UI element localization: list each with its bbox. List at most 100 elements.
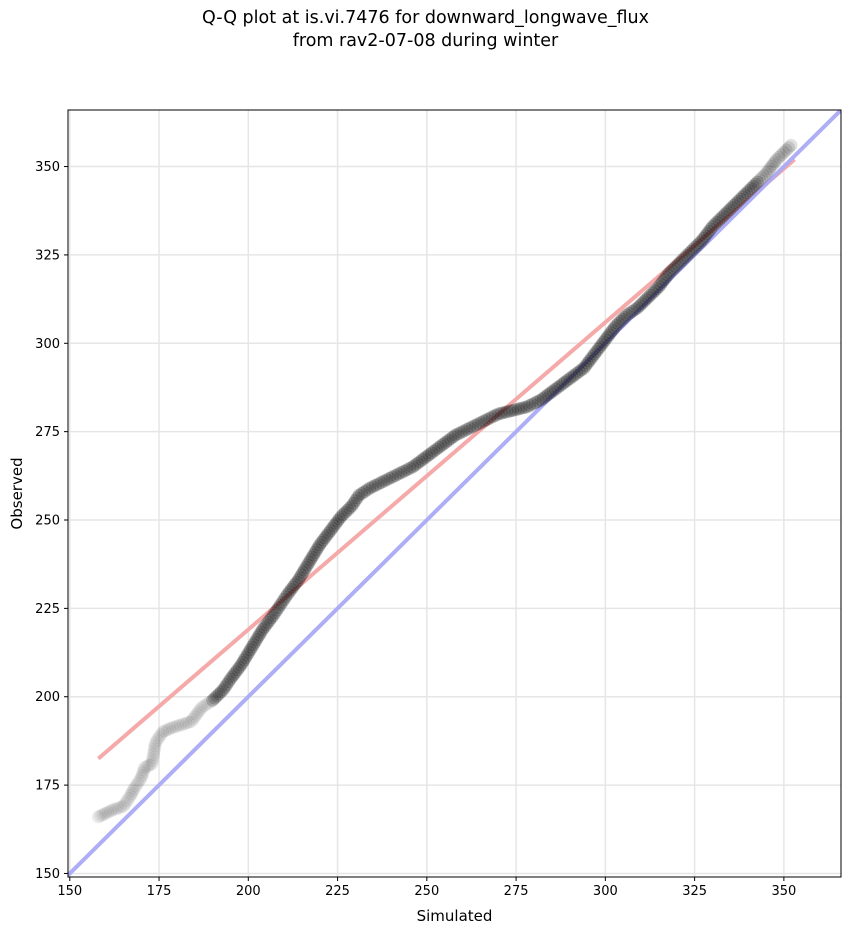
quantile-point	[718, 207, 732, 221]
quantile-point	[325, 521, 339, 535]
quantile-point	[727, 198, 741, 212]
quantile-point	[146, 751, 160, 765]
quantile-point	[725, 201, 739, 215]
quantile-point	[548, 382, 562, 396]
quantile-point	[457, 424, 471, 438]
quantile-point	[577, 361, 591, 375]
quantile-point	[731, 194, 745, 208]
quantile-point	[308, 545, 322, 559]
quantile-point	[600, 330, 614, 344]
quantile-point	[748, 177, 762, 191]
quantile-point	[410, 456, 424, 470]
quantile-point	[753, 173, 767, 187]
quantile-point	[216, 683, 230, 697]
x-tick-label: 250	[414, 884, 439, 899]
quantile-point	[598, 333, 612, 347]
quantile-point	[716, 209, 730, 223]
quantile-point	[273, 598, 287, 612]
quantile-point	[779, 143, 793, 157]
x-tick-label: 175	[147, 884, 172, 899]
quantile-point	[302, 555, 316, 569]
chart-subtitle: from rav2-07-08 during winter	[292, 31, 559, 51]
quantile-points	[91, 138, 798, 824]
quantile-point	[558, 375, 572, 389]
quantile-point	[546, 384, 560, 398]
quantile-point	[688, 240, 702, 254]
quantile-point	[218, 680, 232, 694]
quantile-point	[282, 585, 296, 599]
quantile-point	[429, 442, 443, 456]
quantile-point	[322, 526, 336, 540]
quantile-point	[738, 188, 752, 202]
quantile-point	[690, 238, 704, 252]
x-axis-label: Simulated	[417, 907, 493, 925]
quantile-point	[190, 707, 204, 721]
quantile-point	[422, 448, 436, 462]
quantile-point	[242, 645, 256, 659]
x-tick-label: 350	[771, 884, 796, 899]
quantile-point	[240, 648, 254, 662]
quantile-point	[506, 403, 520, 417]
quantile-point	[374, 476, 388, 490]
y-axis-label: Observed	[8, 457, 26, 529]
quantile-point	[394, 466, 408, 480]
quantile-point	[310, 543, 324, 557]
quantile-point	[101, 805, 115, 819]
quantile-point	[763, 162, 777, 176]
y-tick-label: 325	[35, 248, 60, 263]
quantile-point	[184, 714, 198, 728]
quantile-point	[625, 304, 639, 318]
quantile-point	[200, 697, 214, 711]
quantile-point	[138, 760, 152, 774]
quantile-point	[158, 724, 172, 738]
quantile-point	[427, 444, 441, 458]
quantile-point	[122, 791, 136, 805]
quantile-point	[132, 774, 146, 788]
quantile-point	[551, 380, 565, 394]
y-tick-label: 250	[35, 514, 60, 529]
quantile-point	[761, 164, 775, 178]
quantile-point	[131, 776, 145, 790]
quantile-point	[523, 398, 537, 412]
quantile-point	[494, 406, 508, 420]
quantile-point	[348, 494, 362, 508]
quantile-point	[214, 685, 228, 699]
quantile-point	[315, 535, 329, 549]
quantile-point	[150, 733, 164, 747]
quantile-point	[208, 691, 222, 705]
quantile-point	[415, 453, 429, 467]
quantile-point	[733, 192, 747, 206]
quantile-point	[386, 470, 400, 484]
quantile-point	[572, 365, 586, 379]
quantile-point	[560, 373, 574, 387]
quantile-point	[633, 299, 647, 313]
quantile-point	[307, 548, 321, 562]
quantile-point	[593, 340, 607, 354]
quantile-point	[343, 501, 357, 515]
quantile-point	[589, 345, 603, 359]
quantile-point	[757, 169, 771, 183]
quantile-point	[764, 160, 778, 174]
quantile-point	[480, 413, 494, 427]
quantile-point	[531, 394, 545, 408]
quantile-point	[347, 496, 361, 510]
quantile-point	[436, 437, 450, 451]
x-tick-label: 150	[57, 884, 82, 899]
quantile-point	[299, 560, 313, 574]
y-tick-label: 200	[35, 690, 60, 705]
quantile-point	[508, 403, 522, 417]
quantile-point	[114, 800, 128, 814]
quantile-point	[526, 397, 540, 411]
quantile-point	[331, 514, 345, 528]
plot-frame	[67, 109, 842, 878]
quantile-point	[471, 417, 485, 431]
quantile-point	[290, 575, 304, 589]
quantile-point	[645, 286, 659, 300]
quantile-point	[500, 405, 514, 419]
quantile-point	[744, 181, 758, 195]
quantile-point	[251, 630, 265, 644]
quantile-point	[270, 603, 284, 617]
quantile-point	[253, 628, 267, 642]
quantile-point	[563, 372, 577, 386]
quantile-point	[145, 754, 159, 768]
